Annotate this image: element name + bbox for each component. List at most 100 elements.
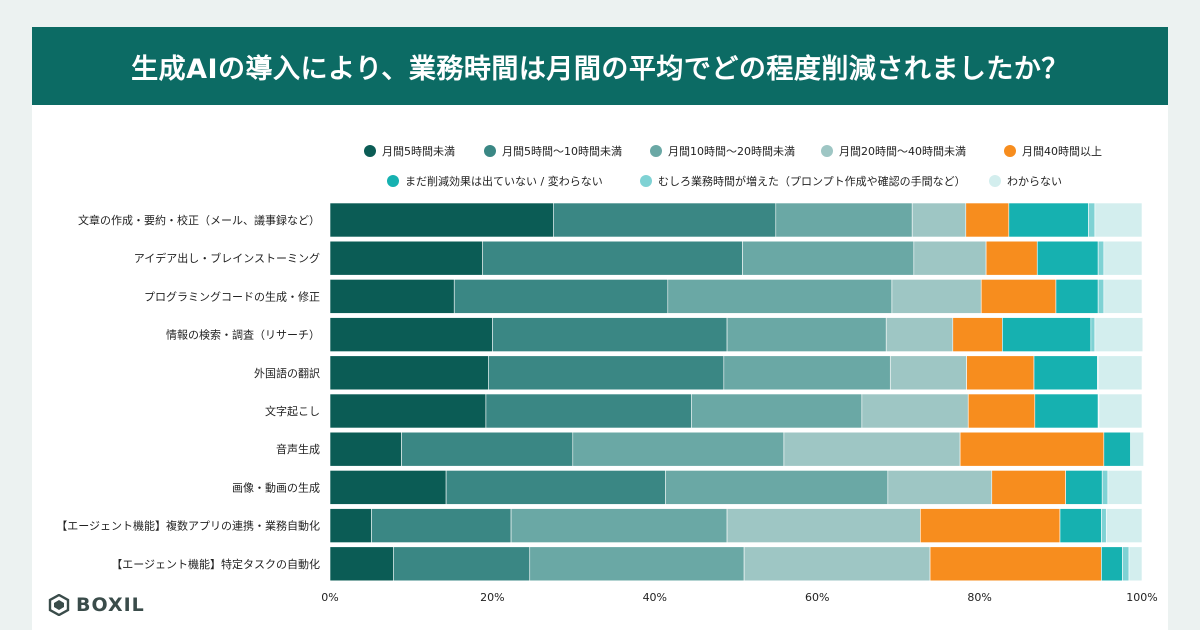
legend-label-1: 月間5時間〜10時間未満 <box>502 145 622 158</box>
bar-segment-9-4 <box>929 546 1102 582</box>
bar-segment-5-7 <box>1098 393 1143 429</box>
bar-segment-0-3 <box>911 202 967 238</box>
boxil-logo-text: BOXIL <box>76 594 145 616</box>
bar-segment-3-3 <box>885 317 954 352</box>
bar-segment-0-1 <box>552 202 777 238</box>
bar-segment-9-5 <box>1101 546 1123 582</box>
legend-label-7: わからない <box>1007 175 1062 188</box>
bar-segment-4-1 <box>488 355 725 391</box>
bar-segment-9-3 <box>743 546 931 582</box>
category-label-7: 画像・動画の生成 <box>232 480 320 494</box>
bar-segment-1-4 <box>985 240 1038 276</box>
bar-segment-5-5 <box>1034 393 1099 429</box>
bar-segment-6-2 <box>572 431 785 467</box>
bar-segment-7-5 <box>1065 470 1103 505</box>
bar-segment-8-6 <box>1101 508 1107 543</box>
category-label-4: 外国語の翻訳 <box>254 366 320 380</box>
x-tick-label-0: 0% <box>321 591 338 604</box>
bar-segment-0-7 <box>1094 202 1143 238</box>
bar-segment-3-7 <box>1094 317 1144 352</box>
bar-segment-7-3 <box>887 470 993 505</box>
category-label-6: 音声生成 <box>276 442 320 456</box>
bar-segment-2-4 <box>980 279 1057 314</box>
bar-segment-9-1 <box>393 546 531 582</box>
bar-segment-3-1 <box>492 317 728 352</box>
legend-marker-4 <box>1004 145 1016 157</box>
bar-segment-0-6 <box>1088 202 1096 238</box>
bar-segment-0-0 <box>329 202 554 238</box>
stacked-bar-chart: 月間5時間未満 月間5時間〜10時間未満 月間10時間〜20時間未満 月間20時間〜4… <box>56 145 1158 604</box>
bar-segment-2-1 <box>453 279 669 314</box>
bar-segment-4-7 <box>1097 355 1143 391</box>
bar-segment-9-2 <box>529 546 745 582</box>
bar-segment-2-7 <box>1103 279 1143 314</box>
bar-segment-6-5 <box>1103 431 1131 467</box>
bar-segment-3-6 <box>1090 317 1096 352</box>
legend-marker-7 <box>989 175 1001 187</box>
legend-label-0: 月間5時間未満 <box>382 145 455 158</box>
x-tick-label-3: 60% <box>805 591 829 604</box>
bar-segment-3-4 <box>952 317 1003 352</box>
bar-segment-8-4 <box>920 508 1061 543</box>
bar-segment-1-5 <box>1036 240 1099 276</box>
legend-label-3: 月間20時間〜40時間未満 <box>839 145 966 158</box>
legend-marker-5 <box>387 175 399 187</box>
bar-segment-5-3 <box>861 393 969 429</box>
legend-label-2: 月間10時間〜20時間未満 <box>668 145 795 158</box>
category-label-0: 文章の作成・要約・校正（メール、議事録など） <box>78 213 320 227</box>
bar-segment-8-2 <box>510 508 728 543</box>
bar-segment-4-2 <box>723 355 891 391</box>
boxil-logo: BOXIL <box>48 594 145 616</box>
bar-segment-1-2 <box>742 240 915 276</box>
x-tick-label-2: 40% <box>643 591 667 604</box>
chart-panel: 月間5時間未満 月間5時間〜10時間未満 月間10時間〜20時間未満 月間20時間〜4… <box>32 105 1168 630</box>
bar-segment-6-4 <box>959 431 1105 467</box>
bar-segment-8-1 <box>371 508 512 543</box>
boxil-logo-icon <box>48 594 70 616</box>
bar-segment-7-6 <box>1101 470 1109 505</box>
bar-segment-4-5 <box>1033 355 1098 391</box>
x-tick-label-1: 20% <box>480 591 504 604</box>
category-label-9: 【エージェント機能】特定タスクの自動化 <box>111 557 320 571</box>
bar-segment-5-4 <box>967 393 1036 429</box>
legend-marker-6 <box>640 175 652 187</box>
bar-segment-8-0 <box>329 508 372 543</box>
bar-segment-8-5 <box>1059 508 1102 543</box>
bar-segment-2-3 <box>891 279 982 314</box>
bar-segment-6-0 <box>329 431 402 467</box>
bar-segment-8-7 <box>1105 508 1143 543</box>
bar-segment-1-7 <box>1103 240 1143 276</box>
bar-segment-9-7 <box>1128 546 1143 582</box>
bar-segment-5-2 <box>691 393 863 429</box>
bar-segment-9-0 <box>329 546 394 582</box>
bar-segment-5-1 <box>485 393 692 429</box>
bar-segment-7-0 <box>329 470 447 505</box>
bar-segment-2-5 <box>1055 279 1099 314</box>
chart-title-banner: 生成AIの導入により、業務時間は月間の平均でどの程度削減されましたか？ <box>32 27 1168 105</box>
bar-segment-6-3 <box>783 431 961 467</box>
legend-marker-2 <box>650 145 662 157</box>
category-label-1: アイデア出し・ブレインストーミング <box>134 251 320 265</box>
x-tick-label-5: 100% <box>1126 591 1157 604</box>
bar-segment-6-7 <box>1130 431 1144 467</box>
bar-segment-4-3 <box>889 355 967 391</box>
legend-label-5: まだ削減効果は出ていない / 変わらない <box>405 174 603 188</box>
bar-segment-3-5 <box>1002 317 1092 352</box>
legend-label-6: むしろ業務時間が増えた（プロンプト作成や確認の手間など） <box>658 174 966 188</box>
bar-segment-7-7 <box>1107 470 1143 505</box>
category-label-3: 情報の検索・調査（リサーチ） <box>166 328 320 342</box>
category-label-2: プログラミングコードの生成・修正 <box>144 289 320 303</box>
bar-segment-1-0 <box>329 240 483 276</box>
bar-segment-2-2 <box>667 279 893 314</box>
bar-segment-7-4 <box>991 470 1066 505</box>
bar-segment-7-1 <box>445 470 666 505</box>
bar-segment-0-5 <box>1008 202 1089 238</box>
bar-segment-6-1 <box>401 431 574 467</box>
bar-segment-0-2 <box>775 202 913 238</box>
chart-title: 生成AIの導入により、業務時間は月間の平均でどの程度削減されましたか？ <box>131 53 1069 85</box>
bar-segment-2-0 <box>329 279 455 314</box>
legend-marker-3 <box>821 145 833 157</box>
bar-segment-4-4 <box>966 355 1035 391</box>
bar-segment-1-6 <box>1097 240 1105 276</box>
bar-segment-1-3 <box>913 240 987 276</box>
